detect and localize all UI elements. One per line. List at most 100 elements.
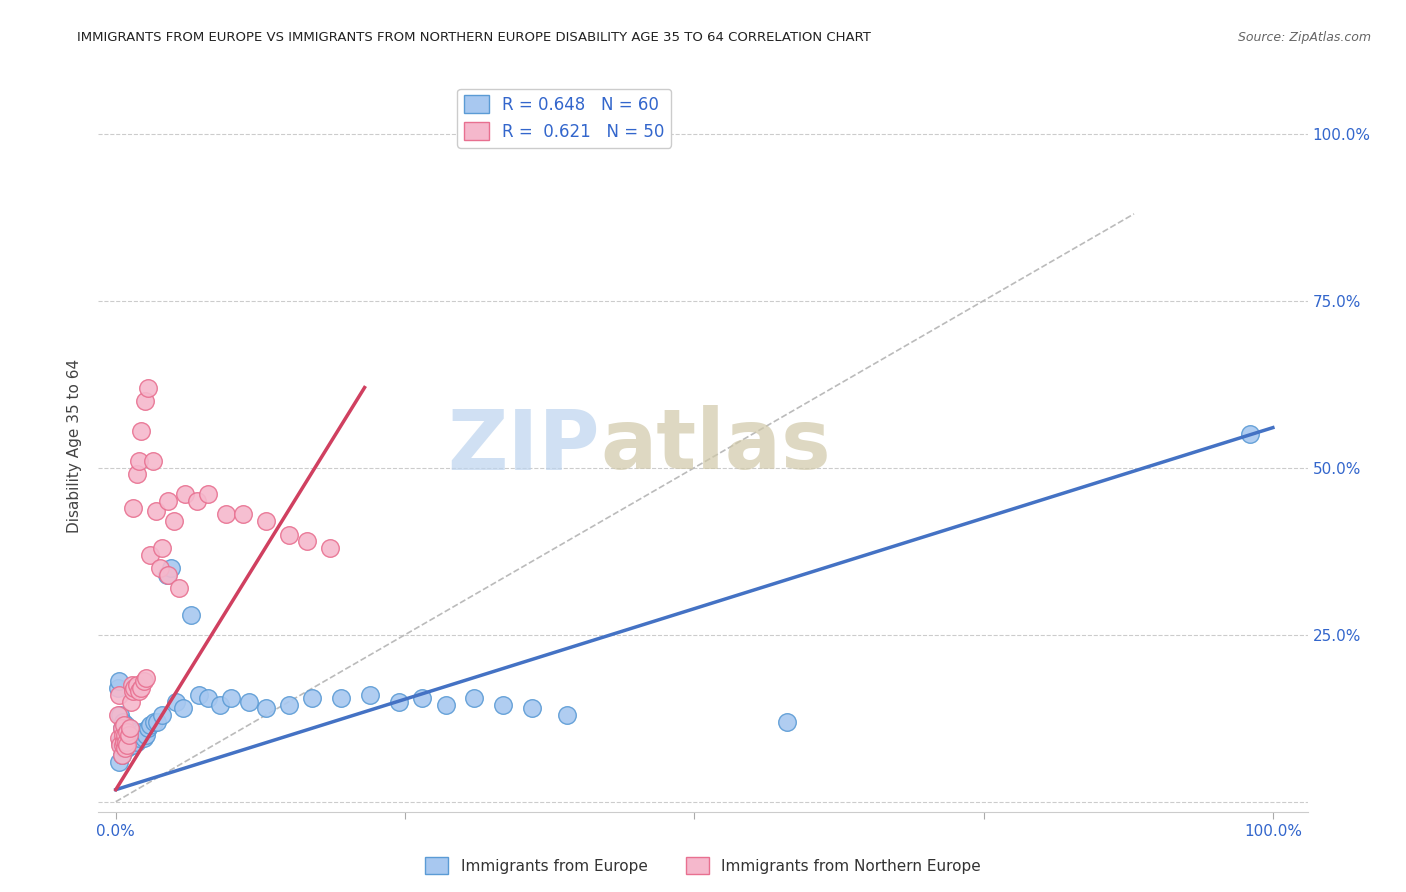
Point: [120, 731, 142, 746]
Point: [150, 541, 173, 555]
Point: [522, 701, 544, 715]
Point: [463, 691, 485, 706]
Y-axis label: Disability Age 35 to 64: Disability Age 35 to 64: [67, 359, 83, 533]
Point: [111, 741, 134, 756]
Point: [186, 494, 208, 508]
Point: [776, 714, 799, 729]
Point: [156, 567, 179, 582]
Point: [492, 698, 515, 712]
Point: [120, 694, 142, 708]
Point: [135, 671, 157, 685]
Point: [114, 738, 136, 752]
Point: [128, 684, 150, 698]
Point: [254, 701, 277, 715]
Legend: R = 0.648   N = 60, R =  0.621   N = 50: R = 0.648 N = 60, R = 0.621 N = 50: [457, 88, 672, 147]
Text: atlas: atlas: [600, 406, 831, 486]
Point: [150, 707, 173, 722]
Point: [112, 734, 135, 748]
Point: [330, 691, 353, 706]
Point: [1239, 427, 1261, 442]
Text: ZIP: ZIP: [447, 406, 600, 486]
Point: [117, 741, 139, 756]
Point: [118, 738, 141, 752]
Point: [188, 688, 211, 702]
Point: [160, 561, 183, 575]
Point: [122, 738, 145, 752]
Point: [122, 684, 145, 698]
Point: [278, 527, 301, 541]
Point: [180, 607, 202, 622]
Point: [254, 514, 277, 528]
Point: [111, 728, 134, 742]
Point: [125, 467, 148, 482]
Point: [115, 734, 138, 748]
Point: [111, 738, 134, 752]
Point: [238, 694, 260, 708]
Point: [111, 714, 134, 729]
Point: [108, 688, 131, 702]
Point: [124, 681, 146, 695]
Point: [114, 728, 136, 742]
Point: [110, 721, 132, 735]
Point: [108, 674, 131, 689]
Point: [134, 393, 156, 408]
Point: [115, 718, 138, 732]
Point: [149, 561, 172, 575]
Point: [434, 698, 457, 712]
Point: [165, 694, 187, 708]
Point: [108, 755, 131, 769]
Point: [117, 738, 139, 752]
Text: IMMIGRANTS FROM EUROPE VS IMMIGRANTS FROM NORTHERN EUROPE DISABILITY AGE 35 TO 6: IMMIGRANTS FROM EUROPE VS IMMIGRANTS FRO…: [77, 31, 872, 45]
Point: [127, 728, 149, 742]
Point: [169, 581, 191, 595]
Point: [215, 508, 238, 522]
Point: [139, 718, 162, 732]
Point: [117, 734, 139, 748]
Point: [117, 728, 139, 742]
Point: [411, 691, 433, 706]
Point: [110, 734, 132, 748]
Point: [145, 504, 167, 518]
Point: [125, 678, 148, 692]
Point: [110, 738, 132, 752]
Point: [197, 487, 219, 501]
Point: [555, 707, 578, 722]
Point: [117, 728, 139, 742]
Point: [278, 698, 301, 712]
Point: [129, 724, 152, 739]
Point: [107, 707, 129, 722]
Point: [135, 728, 157, 742]
Point: [139, 548, 162, 562]
Point: [121, 678, 143, 692]
Point: [156, 494, 179, 508]
Point: [301, 691, 323, 706]
Point: [132, 731, 155, 746]
Point: [110, 747, 132, 762]
Point: [122, 500, 145, 515]
Point: [114, 724, 136, 739]
Point: [359, 688, 381, 702]
Point: [121, 728, 143, 742]
Point: [319, 541, 342, 555]
Point: [174, 487, 197, 501]
Point: [142, 454, 165, 468]
Point: [115, 734, 138, 748]
Point: [128, 731, 150, 746]
Point: [112, 718, 135, 732]
Point: [156, 567, 179, 582]
Point: [112, 731, 135, 746]
Point: [143, 714, 166, 729]
Point: [107, 681, 129, 695]
Point: [146, 714, 169, 729]
Point: [232, 508, 254, 522]
Point: [136, 380, 159, 394]
Point: [108, 731, 131, 746]
Point: [162, 514, 184, 528]
Point: [124, 724, 146, 739]
Point: [388, 694, 411, 708]
Point: [129, 681, 152, 695]
Text: Source: ZipAtlas.com: Source: ZipAtlas.com: [1237, 31, 1371, 45]
Point: [125, 734, 148, 748]
Point: [208, 698, 231, 712]
Point: [136, 721, 159, 735]
